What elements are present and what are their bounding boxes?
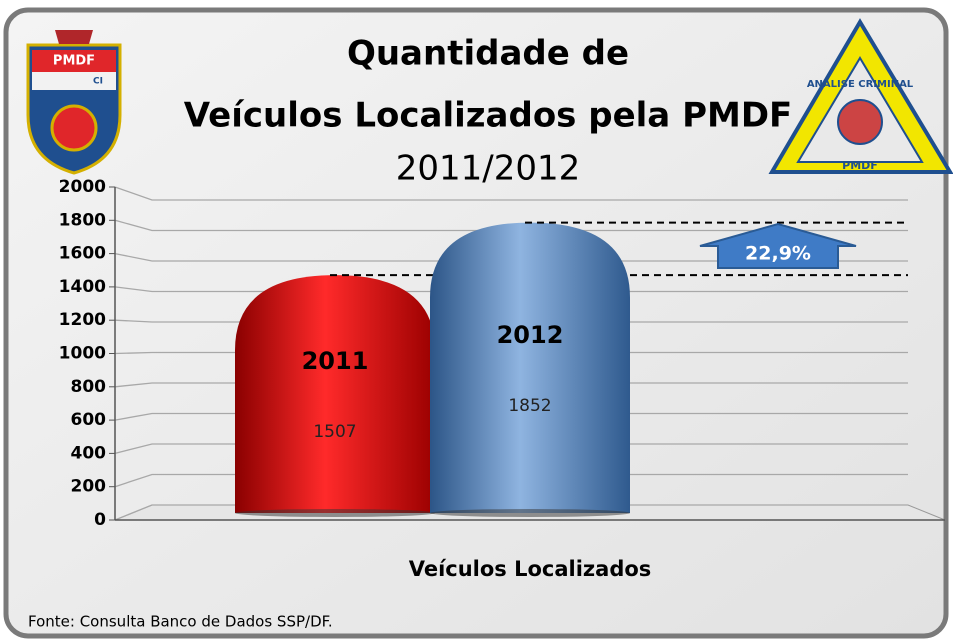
logo-text: PMDF (842, 159, 878, 172)
value-label: 1507 (313, 422, 356, 442)
y-tick-label: 600 (71, 410, 107, 430)
bar (235, 275, 435, 513)
grid-line (114, 351, 908, 355)
y-tick-label: 1400 (59, 277, 106, 297)
logo-text: PMDF (53, 54, 95, 69)
y-tick-label: 0 (94, 510, 106, 530)
y-tick-label: 800 (71, 377, 107, 397)
grid-line (114, 412, 908, 421)
category-label: 2012 (497, 321, 564, 349)
bar-base (430, 509, 630, 517)
chart-title: Quantidade de (347, 34, 629, 74)
y-tick-label: 1600 (59, 244, 106, 264)
bar-base (235, 509, 435, 517)
y-tick-label: 1200 (59, 310, 106, 330)
x-axis-label: Veículos Localizados (409, 557, 652, 581)
y-tick-label: 200 (71, 477, 107, 497)
source: Fonte: Consulta Banco de Dados SSP/DF. (28, 613, 333, 631)
chart-subtitle: 2011/2012 (396, 149, 581, 189)
y-tick-label: 400 (71, 443, 107, 463)
y-tick-label: 1800 (59, 210, 106, 230)
grid-line (114, 319, 908, 323)
grid-line (114, 286, 908, 293)
logo-text: CI (93, 77, 103, 87)
logo-text: ANALISE CRIMINAL (807, 79, 914, 90)
y-tick-label: 2000 (59, 177, 106, 197)
grid-line (114, 252, 908, 262)
chart-title: Veículos Localizados pela PMDF (184, 96, 793, 136)
grid-line (114, 382, 908, 388)
value-label: 1852 (508, 396, 551, 416)
grid-line (114, 186, 908, 201)
logo-right: ANALISE CRIMINAL PMDF (768, 18, 953, 174)
category-label: 2011 (302, 347, 369, 375)
y-tick-label: 1000 (59, 344, 106, 364)
grid-line (114, 473, 908, 488)
annotation: 22,9% (745, 243, 811, 265)
grid-line (114, 504, 908, 521)
grid-line (114, 443, 908, 455)
logo-left: PMDF CI (26, 30, 122, 175)
bar (430, 222, 630, 513)
arrow (699, 222, 857, 269)
grid-line (114, 219, 908, 232)
